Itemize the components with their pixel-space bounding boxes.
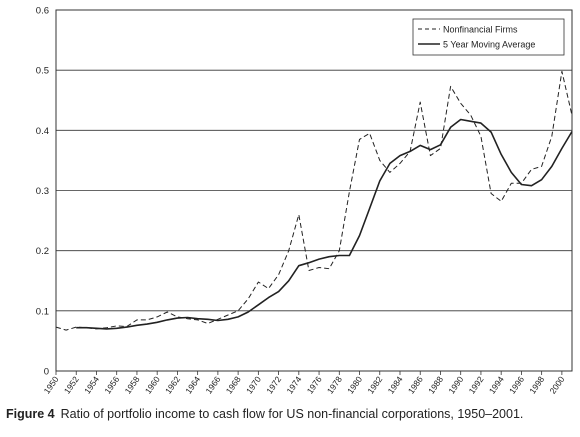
x-tick-label: 1978 <box>325 374 344 395</box>
legend-box <box>412 18 565 56</box>
x-tick-label: 1994 <box>487 374 506 395</box>
x-tick-label: 1998 <box>527 374 546 395</box>
chart: 0 0.1 0.2 0.3 0.4 0.5 0.6 1950 1952 1954 1956 1958… <box>36 6 573 396</box>
y-tick-label: 0.5 <box>36 66 49 77</box>
y-axis: 0 0.1 0.2 0.3 0.4 0.5 0.6 <box>36 6 49 378</box>
legend-label-nonfinancial-firms: Nonfinancial Firms <box>443 25 518 35</box>
y-tick-label: 0.4 <box>36 126 49 137</box>
x-tick-label: 1972 <box>264 374 283 395</box>
x-tick-label: 1966 <box>203 374 222 395</box>
figure-caption: Figure 4 Ratio of portfolio income to cas… <box>6 407 580 421</box>
x-tick-label: 1964 <box>183 374 202 395</box>
x-tick-label: 1984 <box>386 374 405 395</box>
figure-label: Figure 4 <box>6 407 55 421</box>
gridlines <box>56 69 572 312</box>
x-tick-label: 1992 <box>467 374 486 395</box>
y-tick-label: 0 <box>44 367 49 378</box>
x-tick-label: 1976 <box>305 374 324 395</box>
y-tick-label: 0.3 <box>36 186 49 197</box>
plot-frame <box>55 9 573 372</box>
series-lines <box>55 70 573 331</box>
x-tick-label: 1996 <box>507 374 526 395</box>
x-tick-label: 1970 <box>244 374 263 395</box>
x-tick-label: 1958 <box>123 374 142 395</box>
x-tick-label: 1982 <box>365 374 384 395</box>
y-tick-label: 0.6 <box>36 6 49 17</box>
legend-label-moving-average: 5 Year Moving Average <box>443 40 535 50</box>
x-tick-label: 1968 <box>224 374 243 395</box>
x-tick-label: 1986 <box>406 374 425 395</box>
series-line-nonfinancial-firms <box>55 70 573 331</box>
x-tick-label: 2000 <box>547 374 566 395</box>
x-tick-label: 1954 <box>82 374 101 395</box>
x-tick-label: 1960 <box>143 374 162 395</box>
x-tick-label: 1990 <box>446 374 465 395</box>
y-tick-label: 0.2 <box>36 246 49 257</box>
y-tick-label: 0.1 <box>36 306 49 317</box>
series-line-moving-average <box>76 118 573 330</box>
x-tick-label: 1988 <box>426 374 445 395</box>
x-tick-label: 1980 <box>345 374 364 395</box>
legend: Nonfinancial Firms 5 Year Moving Average <box>412 18 565 56</box>
x-tick-label: 1956 <box>102 374 121 395</box>
x-tick-label: 1962 <box>163 374 182 395</box>
figure-caption-text: Ratio of portfolio income to cash flow f… <box>60 407 524 421</box>
x-tick-label: 1952 <box>62 374 81 395</box>
x-axis: 1950 1952 1954 1956 1958 1960 1962 1964 1966 1968… <box>42 371 567 396</box>
x-tick-label: 1974 <box>284 374 303 395</box>
